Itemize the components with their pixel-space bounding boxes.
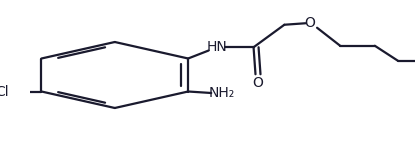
Text: Cl: Cl (0, 84, 9, 99)
Text: NH₂: NH₂ (208, 86, 235, 100)
Text: HN: HN (207, 40, 227, 54)
Text: O: O (304, 16, 315, 30)
Text: O: O (253, 75, 264, 90)
